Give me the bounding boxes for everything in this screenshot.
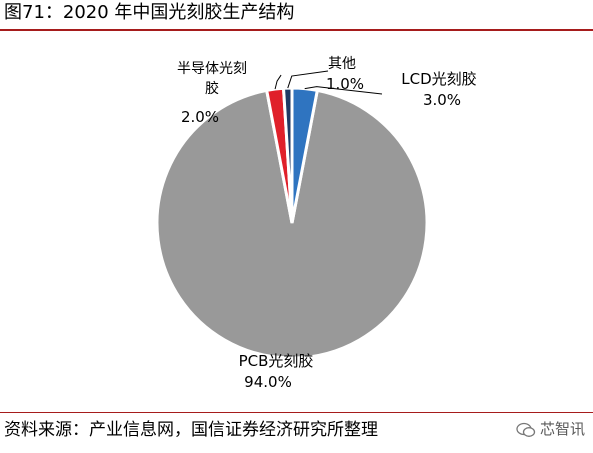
label-semiconductor-line-1: 半导体光刻 — [177, 61, 247, 77]
pie-chart: 半导体光刻胶 2.0% 其他 1.0% LCD光刻胶 3.0% PCB光刻胶 9… — [155, 56, 477, 391]
value-other: 1.0% — [326, 75, 364, 93]
label-lcd-photoresist: LCD光刻胶 — [401, 70, 476, 88]
label-semiconductor-photoresist: 半导体光刻胶 — [177, 61, 247, 97]
leader-lines — [274, 70, 383, 95]
value-semiconductor-photoresist: 2.0% — [181, 108, 219, 126]
label-pcb-photoresist: PCB光刻胶 — [239, 352, 314, 370]
source-note: 资料来源：产业信息网，国信证券经济研究所整理 — [4, 420, 378, 440]
leader-line-other — [287, 70, 329, 89]
page-title: 图71：2020 年中国光刻胶生产结构 — [4, 2, 295, 23]
slice-pcb-photoresist — [155, 88, 429, 360]
wechat-icon — [516, 422, 536, 437]
pie-slices — [155, 86, 429, 360]
label-other: 其他 — [328, 56, 356, 72]
label-semiconductor-line-2: 胶 — [205, 80, 219, 97]
leader-line-semiconductor — [274, 74, 282, 90]
watermark: 芯智讯 — [516, 417, 585, 441]
slice-lcd-photoresist — [290, 86, 320, 224]
leader-line-lcd — [304, 86, 383, 95]
title-divider — [0, 29, 593, 31]
value-pcb-photoresist: 94.0% — [244, 373, 292, 391]
footer-divider — [0, 412, 593, 413]
value-lcd-photoresist: 3.0% — [423, 91, 461, 109]
watermark-text: 芯智讯 — [539, 420, 585, 438]
